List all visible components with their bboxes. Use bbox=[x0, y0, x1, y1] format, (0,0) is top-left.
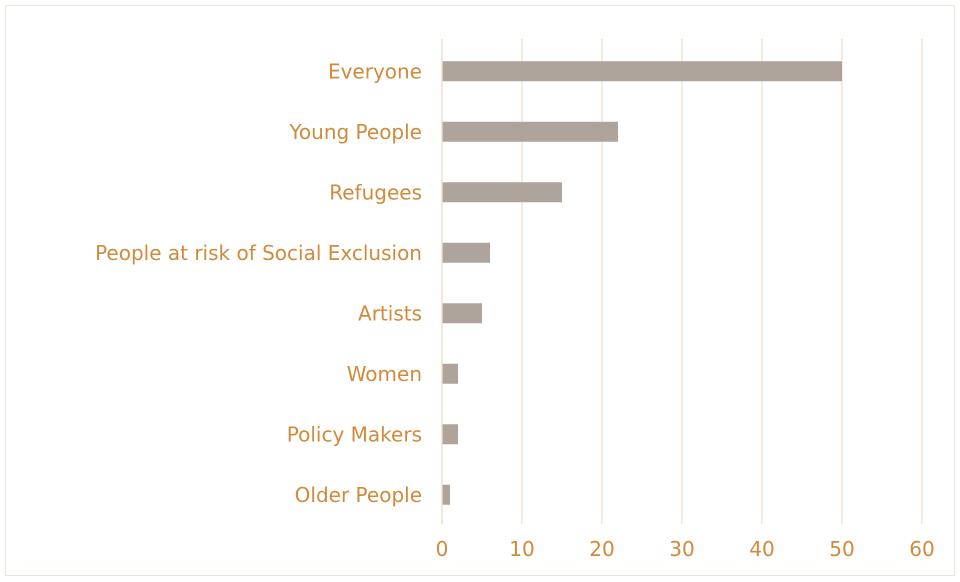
x-tick-label: 30 bbox=[669, 537, 694, 561]
bar bbox=[442, 363, 458, 384]
category-label: Artists bbox=[358, 301, 422, 325]
category-label: Young People bbox=[288, 120, 422, 144]
x-tick-label: 60 bbox=[909, 537, 934, 561]
category-label: Older People bbox=[295, 483, 422, 507]
x-tick-label: 10 bbox=[509, 537, 534, 561]
chart-frame: 0 10 20 30 40 50 60 Everyone Young People Refugee… bbox=[5, 5, 955, 576]
bar bbox=[442, 303, 482, 324]
bar bbox=[442, 121, 618, 142]
category-label: People at risk of Social Exclusion bbox=[95, 241, 422, 265]
bar bbox=[442, 242, 490, 263]
category-label: Women bbox=[347, 362, 422, 386]
x-tick-label: 50 bbox=[829, 537, 854, 561]
category-label: Everyone bbox=[328, 59, 422, 83]
bar bbox=[442, 182, 562, 203]
bar-chart: 0 10 20 30 40 50 60 Everyone Young People Refugee… bbox=[95, 39, 935, 561]
x-tick-label: 0 bbox=[436, 537, 449, 561]
category-label: Policy Makers bbox=[287, 422, 422, 446]
bar bbox=[442, 61, 842, 82]
bar bbox=[442, 484, 450, 505]
category-label: Refugees bbox=[329, 180, 422, 204]
x-tick-label: 40 bbox=[749, 537, 774, 561]
x-tick-label: 20 bbox=[589, 537, 614, 561]
bar bbox=[442, 424, 458, 445]
